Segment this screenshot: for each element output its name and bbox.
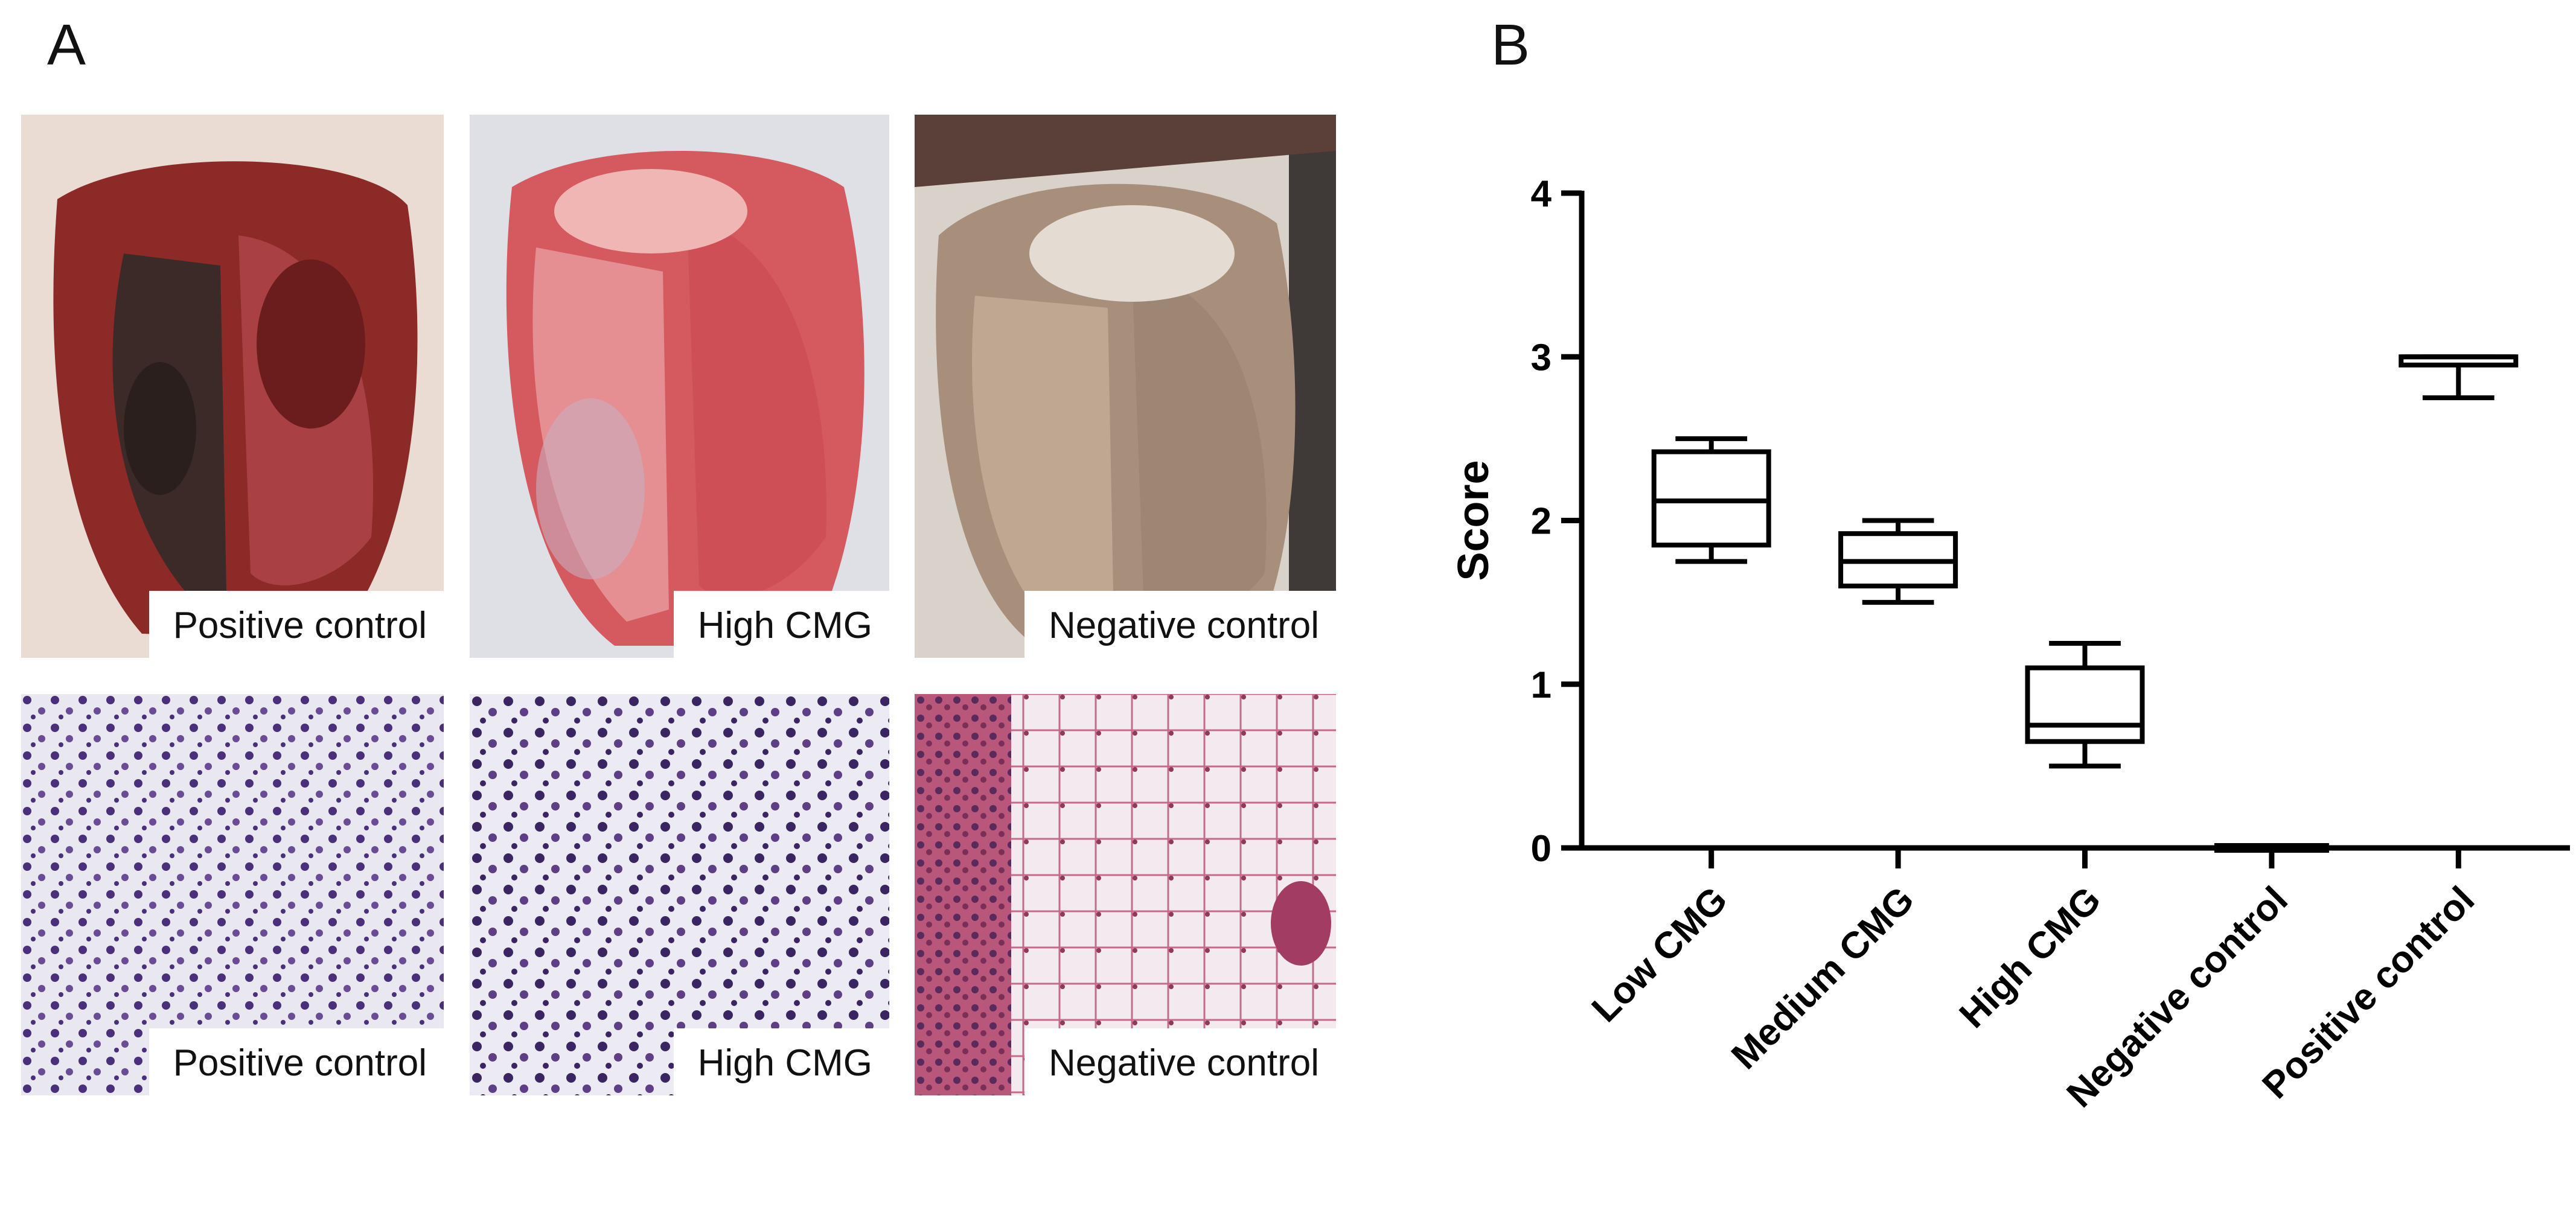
- x-category-label: Medium CMG: [1724, 879, 1922, 1077]
- y-tick-label: 4: [1531, 173, 1552, 215]
- gross-photo-positive-control: Positive control: [21, 115, 444, 658]
- gross-caption-high-cmg: High CMG: [673, 591, 889, 658]
- histology-photo-high-cmg: High CMG: [470, 694, 889, 1095]
- histology-caption-positive: Positive control: [149, 1028, 444, 1095]
- histology-photo-positive-control: Positive control: [21, 694, 444, 1095]
- y-tick-label: 1: [1531, 664, 1552, 706]
- box: [2025, 665, 2145, 744]
- histology-caption-negative: Negative control: [1024, 1028, 1336, 1095]
- gross-caption-negative: Negative control: [1024, 591, 1336, 658]
- gross-caption-positive: Positive control: [149, 591, 444, 658]
- gross-image-high-cmg: [470, 115, 889, 658]
- gross-image-positive: [21, 115, 444, 658]
- score-boxplot: 0 1 2 3 4 Score Low CMG Medium CMG High CMG Negat…: [1431, 109, 2576, 1204]
- x-category-label: High CMG: [1952, 879, 2109, 1036]
- box: [1651, 449, 1771, 548]
- histology-photo-negative-control: Negative control: [915, 694, 1336, 1095]
- gross-photo-negative-control: Negative control: [915, 115, 1336, 658]
- panel-label-b: B: [1491, 13, 1530, 77]
- panel-label-a: A: [47, 13, 86, 77]
- gross-photo-high-cmg: High CMG: [470, 115, 889, 658]
- y-tick-label: 2: [1531, 501, 1552, 543]
- y-axis-title: Score: [1449, 460, 1498, 581]
- y-tick-label: 3: [1531, 337, 1552, 378]
- y-tick-label: 0: [1531, 828, 1552, 870]
- histology-caption-high-cmg: High CMG: [673, 1028, 889, 1095]
- x-category-label: Low CMG: [1584, 879, 1736, 1030]
- gross-image-negative: [915, 115, 1336, 658]
